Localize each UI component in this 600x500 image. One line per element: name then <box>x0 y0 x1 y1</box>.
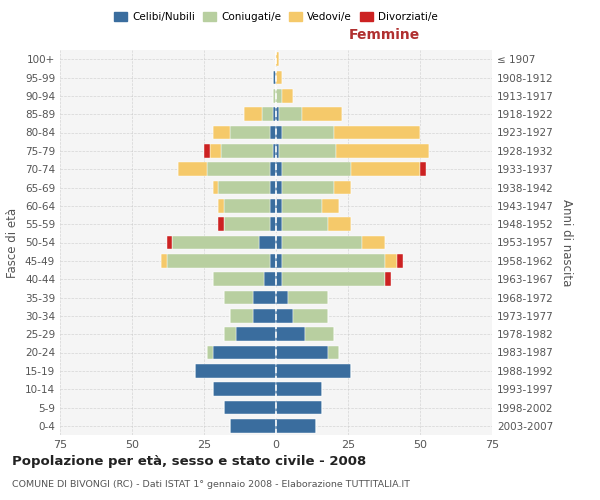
Bar <box>224 199 270 212</box>
Bar <box>420 162 426 176</box>
Bar <box>221 144 273 158</box>
Bar <box>276 126 282 140</box>
Bar <box>282 236 362 250</box>
Bar <box>276 199 282 212</box>
Bar <box>282 180 334 194</box>
Bar <box>282 272 385 286</box>
Bar <box>293 309 328 322</box>
Bar <box>167 254 270 268</box>
Bar <box>212 272 265 286</box>
Bar <box>244 108 262 121</box>
Bar <box>282 162 351 176</box>
Bar <box>270 162 276 176</box>
Bar <box>276 346 328 360</box>
Y-axis label: Fasce di età: Fasce di età <box>7 208 19 278</box>
Bar <box>270 199 276 212</box>
Bar <box>279 108 302 121</box>
Bar <box>334 180 351 194</box>
Y-axis label: Anni di nascita: Anni di nascita <box>560 199 573 286</box>
Bar <box>276 400 322 414</box>
Bar <box>265 272 276 286</box>
Text: Popolazione per età, sesso e stato civile - 2008: Popolazione per età, sesso e stato civil… <box>12 455 366 468</box>
Bar <box>207 346 212 360</box>
Bar <box>276 309 293 322</box>
Bar <box>362 236 385 250</box>
Bar <box>287 290 328 304</box>
Bar <box>276 108 279 121</box>
Bar <box>276 419 316 432</box>
Legend: Celibi/Nubili, Coniugati/e, Vedovi/e, Divorziati/e: Celibi/Nubili, Coniugati/e, Vedovi/e, Di… <box>110 8 442 26</box>
Bar <box>282 126 334 140</box>
Bar <box>270 254 276 268</box>
Bar <box>276 180 282 194</box>
Bar <box>218 218 224 231</box>
Bar <box>273 144 276 158</box>
Bar <box>224 328 236 341</box>
Bar <box>276 70 282 85</box>
Bar <box>276 290 287 304</box>
Bar <box>178 162 207 176</box>
Bar <box>212 180 218 194</box>
Bar <box>385 254 397 268</box>
Bar <box>172 236 259 250</box>
Bar <box>230 126 270 140</box>
Bar <box>224 400 276 414</box>
Bar <box>230 309 253 322</box>
Bar <box>196 364 276 378</box>
Bar <box>276 162 282 176</box>
Bar <box>397 254 403 268</box>
Bar <box>230 419 276 432</box>
Bar <box>224 218 270 231</box>
Text: COMUNE DI BIVONGI (RC) - Dati ISTAT 1° gennaio 2008 - Elaborazione TUTTITALIA.IT: COMUNE DI BIVONGI (RC) - Dati ISTAT 1° g… <box>12 480 410 489</box>
Bar <box>270 126 276 140</box>
Text: Femmine: Femmine <box>349 28 419 42</box>
Bar <box>282 218 328 231</box>
Bar <box>276 272 282 286</box>
Bar <box>207 162 270 176</box>
Bar <box>385 272 391 286</box>
Bar <box>305 328 334 341</box>
Bar <box>334 126 420 140</box>
Bar <box>302 108 342 121</box>
Bar <box>351 162 420 176</box>
Bar <box>276 218 282 231</box>
Bar <box>328 218 351 231</box>
Bar <box>161 254 167 268</box>
Bar <box>218 180 270 194</box>
Bar <box>273 108 276 121</box>
Bar <box>236 328 276 341</box>
Bar <box>273 89 276 102</box>
Bar <box>270 180 276 194</box>
Bar <box>253 309 276 322</box>
Bar <box>273 70 276 85</box>
Bar <box>276 364 351 378</box>
Bar <box>259 236 276 250</box>
Bar <box>212 346 276 360</box>
Bar <box>279 144 337 158</box>
Bar <box>224 290 253 304</box>
Bar <box>212 382 276 396</box>
Bar <box>276 236 282 250</box>
Bar <box>204 144 210 158</box>
Bar <box>282 199 322 212</box>
Bar <box>276 144 279 158</box>
Bar <box>276 254 282 268</box>
Bar <box>282 89 293 102</box>
Bar <box>212 126 230 140</box>
Bar <box>276 382 322 396</box>
Bar <box>210 144 221 158</box>
Bar <box>276 52 279 66</box>
Bar <box>270 218 276 231</box>
Bar <box>253 290 276 304</box>
Bar <box>276 89 282 102</box>
Bar <box>282 254 385 268</box>
Bar <box>262 108 273 121</box>
Bar <box>337 144 428 158</box>
Bar <box>218 199 224 212</box>
Bar <box>276 328 305 341</box>
Bar <box>328 346 340 360</box>
Bar <box>322 199 340 212</box>
Bar <box>167 236 172 250</box>
